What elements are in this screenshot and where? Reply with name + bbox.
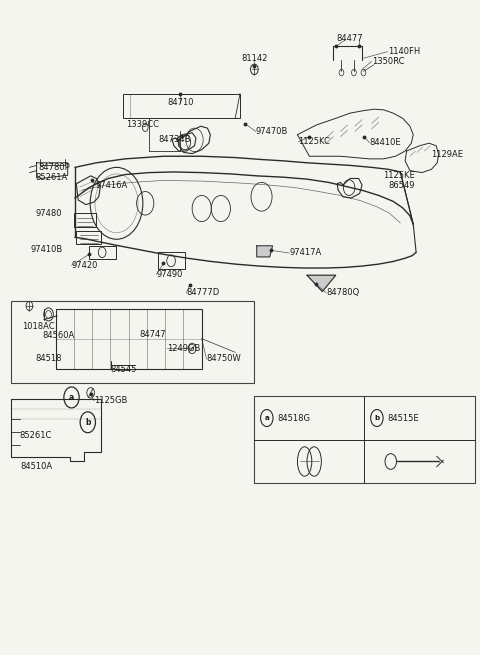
Text: 84510A: 84510A — [21, 462, 53, 470]
Bar — [74, 213, 96, 227]
Text: 84477: 84477 — [337, 34, 363, 43]
Text: 1018AC: 1018AC — [22, 322, 55, 331]
Bar — [157, 252, 185, 269]
Text: b: b — [374, 415, 380, 421]
Polygon shape — [257, 246, 273, 257]
Text: 86549: 86549 — [388, 181, 415, 189]
Text: 97416A: 97416A — [96, 181, 128, 189]
Text: 1140FH: 1140FH — [388, 47, 420, 56]
Text: b: b — [85, 418, 91, 427]
Text: a: a — [69, 393, 74, 402]
Text: 97417A: 97417A — [289, 248, 322, 257]
Text: 1129AE: 1129AE — [432, 151, 464, 159]
Bar — [123, 94, 240, 119]
Text: 84518G: 84518G — [277, 413, 311, 422]
Text: 85261C: 85261C — [19, 431, 51, 440]
Text: 1125GB: 1125GB — [94, 396, 127, 405]
Text: 84750W: 84750W — [206, 354, 241, 364]
Text: 81142: 81142 — [241, 54, 267, 64]
Text: 84780P: 84780P — [38, 163, 70, 172]
Text: 97410B: 97410B — [30, 244, 62, 253]
Text: 1350RC: 1350RC — [372, 57, 404, 66]
Bar — [254, 396, 475, 483]
Text: a: a — [264, 415, 269, 421]
Text: 97470B: 97470B — [256, 127, 288, 136]
Text: 1249GB: 1249GB — [167, 344, 201, 353]
Text: 84518: 84518 — [35, 354, 61, 364]
Text: 84515E: 84515E — [387, 413, 419, 422]
Bar — [76, 231, 101, 244]
Text: 84734B: 84734B — [158, 136, 191, 144]
Polygon shape — [307, 275, 336, 291]
Text: 1339CC: 1339CC — [126, 121, 159, 130]
Bar — [11, 301, 254, 383]
Text: 84777D: 84777D — [186, 288, 220, 297]
Text: 84710: 84710 — [167, 98, 193, 107]
Bar — [89, 246, 116, 259]
Text: 84560A: 84560A — [43, 331, 75, 340]
Text: 97420: 97420 — [72, 261, 98, 270]
Text: 97480: 97480 — [35, 209, 61, 218]
Text: 84747: 84747 — [140, 329, 166, 339]
Text: 84545: 84545 — [111, 365, 137, 375]
Text: 84780Q: 84780Q — [326, 288, 360, 297]
Bar — [56, 309, 202, 369]
Text: 1125KE: 1125KE — [384, 171, 415, 179]
Text: 97490: 97490 — [156, 270, 182, 279]
Text: 84410E: 84410E — [369, 138, 401, 147]
Text: 85261A: 85261A — [35, 174, 67, 182]
Text: 1125KC: 1125KC — [299, 138, 330, 146]
